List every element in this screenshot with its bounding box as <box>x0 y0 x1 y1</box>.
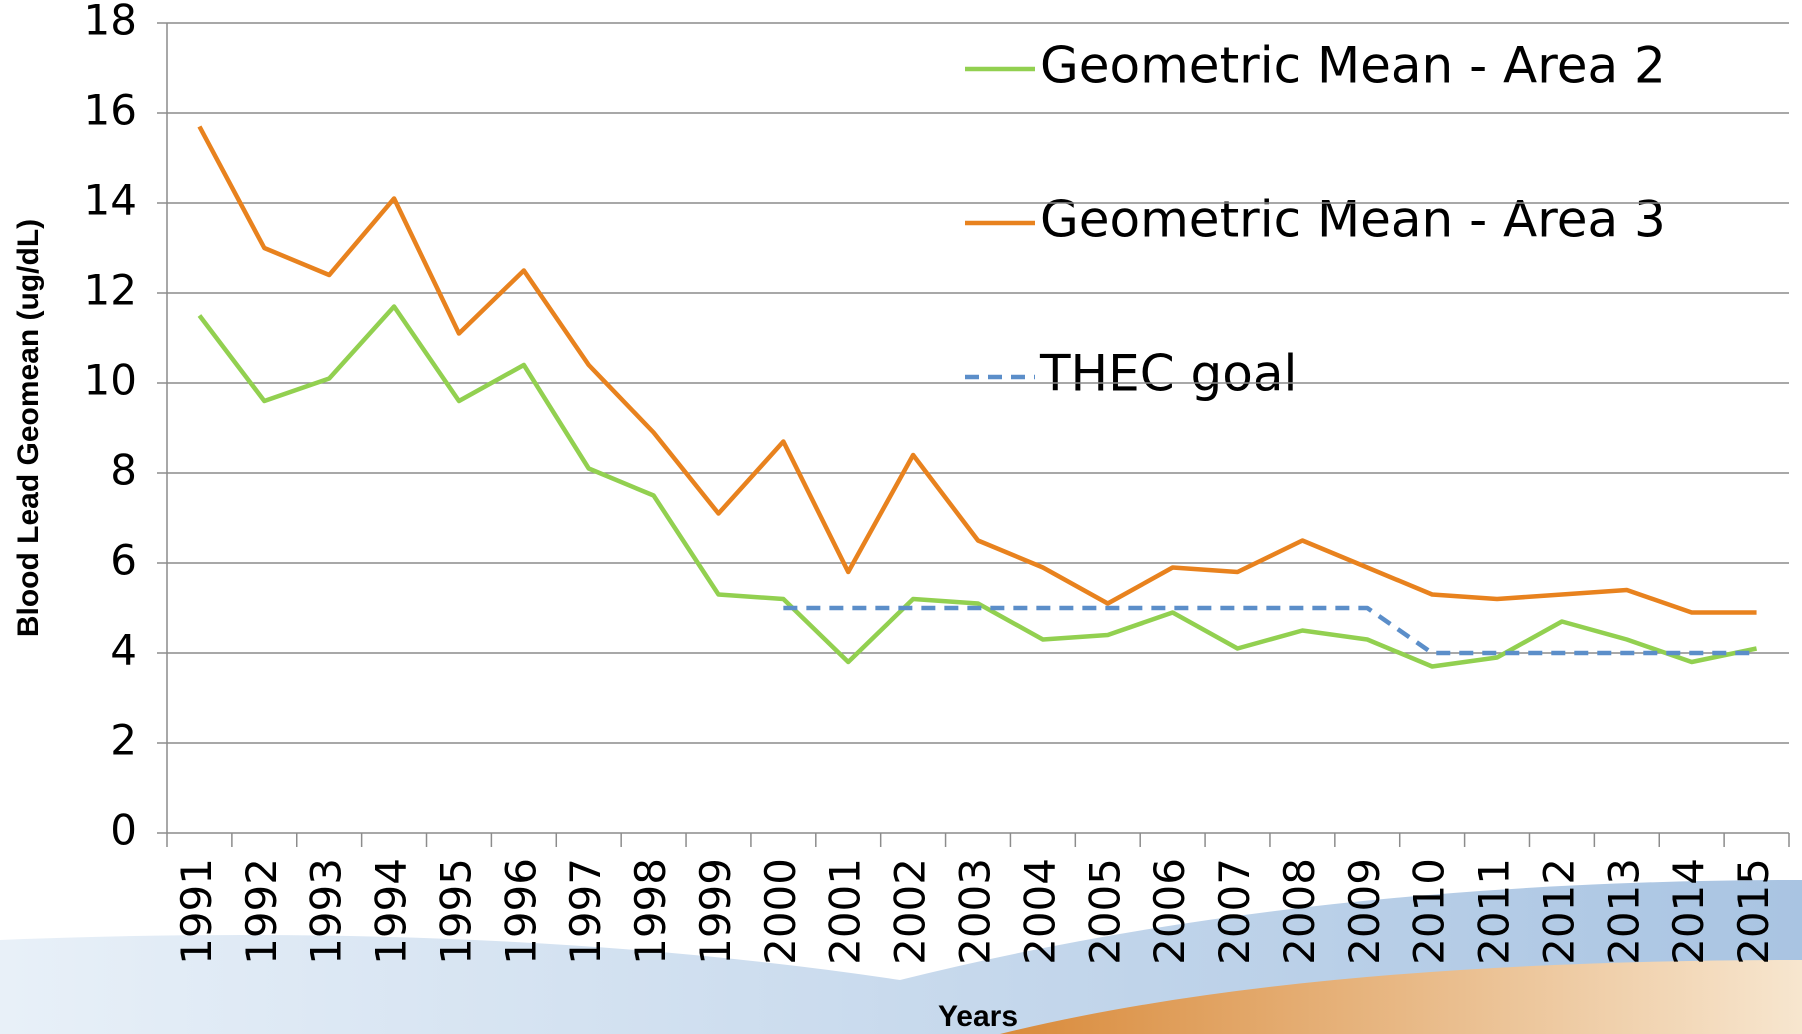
x-tick-label: 2002 <box>886 858 935 965</box>
x-tick-label: 1993 <box>302 858 351 965</box>
legend: Geometric Mean - Area 2 Geometric Mean - … <box>965 37 1666 403</box>
y-tick-label: 16 <box>84 86 137 135</box>
y-tick-label: 4 <box>110 626 137 675</box>
x-tick-label: 2011 <box>1470 858 1519 965</box>
y-tick-label: 6 <box>110 536 137 585</box>
y-axis-label: Blood Lead Geomean (ug/dL) <box>12 219 45 637</box>
series-line <box>783 605 1757 656</box>
y-tick-label: 14 <box>84 176 137 225</box>
x-tick-label: 2006 <box>1145 858 1194 965</box>
x-tick-label: 1994 <box>367 858 416 965</box>
x-tick-label: 2015 <box>1729 858 1778 965</box>
series-line <box>197 304 1758 669</box>
x-tick-label: 1999 <box>691 858 740 965</box>
legend-label: THEC goal <box>1039 345 1297 403</box>
y-tick-label: 10 <box>84 356 137 405</box>
x-tick-label: 2010 <box>1405 858 1454 965</box>
x-tick-label: 1995 <box>431 858 480 965</box>
y-tick-label: 0 <box>110 806 137 855</box>
y-tick-label: 12 <box>84 266 137 315</box>
x-tick-label: 2000 <box>756 858 805 965</box>
x-tick-label: 2009 <box>1340 858 1389 965</box>
x-tick-label: 1998 <box>626 858 675 965</box>
x-tick-label: 2007 <box>1210 858 1259 965</box>
x-tick-label: 1997 <box>561 858 610 965</box>
x-tick-label: 2004 <box>1015 858 1064 965</box>
y-tick-label: 2 <box>110 716 137 765</box>
x-tick-label: 1991 <box>172 858 221 965</box>
background-wave <box>0 880 1802 1034</box>
x-tick-label: 2014 <box>1664 858 1713 965</box>
series-line <box>197 125 1757 615</box>
x-tick-label: 2001 <box>821 858 870 965</box>
y-tick-label: 18 <box>84 0 137 45</box>
x-tick-label: 2012 <box>1534 858 1583 965</box>
x-tick-label: 1992 <box>237 858 286 965</box>
x-tick-label: 1996 <box>496 858 545 965</box>
x-tick-label: 2008 <box>1275 858 1324 965</box>
x-tick-label: 2005 <box>1080 858 1129 965</box>
legend-label: Geometric Mean - Area 3 <box>1040 191 1666 249</box>
y-tick-label: 8 <box>110 446 137 495</box>
x-axis-label: Years <box>938 1000 1018 1033</box>
legend-label: Geometric Mean - Area 2 <box>1040 37 1666 95</box>
x-tick-label: 2003 <box>951 858 1000 965</box>
x-tick-label: 2013 <box>1599 858 1648 965</box>
